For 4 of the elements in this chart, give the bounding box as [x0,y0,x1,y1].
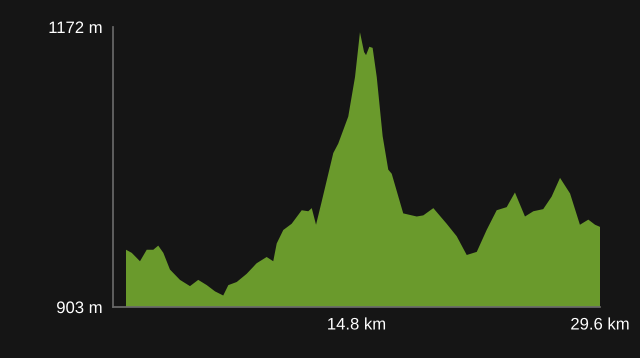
x-tick-label: 14.8 km [328,317,386,330]
x-tick-label: 29.6 km [571,317,629,330]
y-tick-label: 1172 m [49,21,102,34]
y-tick-label: 903 m [57,301,102,314]
